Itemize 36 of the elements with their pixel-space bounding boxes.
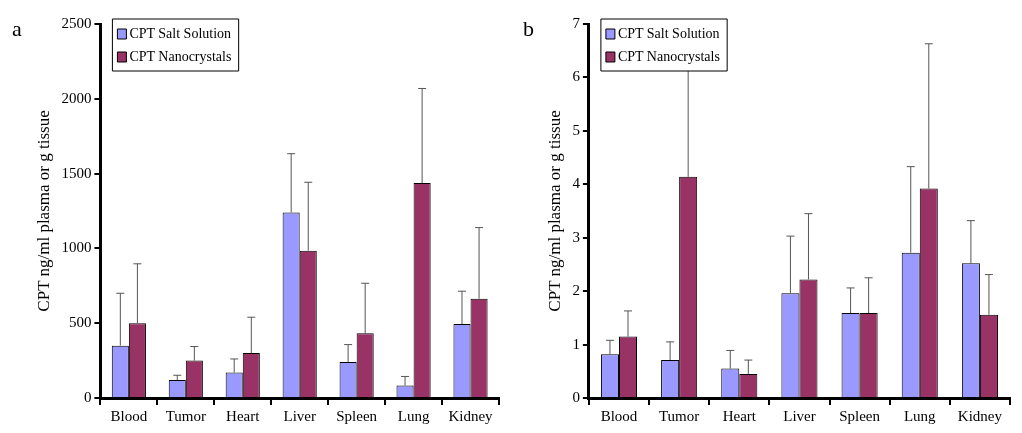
x-tick-label: Liver <box>283 407 316 424</box>
y-tick-label: 500 <box>68 314 92 331</box>
x-tick-label: Kidney <box>957 407 1003 424</box>
y-tick-label: 1 <box>572 335 580 352</box>
legend-label: CPT Nanocrystals <box>129 48 232 64</box>
legend-label: CPT Nanocrystals <box>617 48 720 64</box>
y-tick-label: 7 <box>572 14 581 31</box>
y-tick-label: 2 <box>572 282 580 299</box>
x-tick-label: Spleen <box>839 407 881 424</box>
x-tick-label: Liver <box>783 407 816 424</box>
y-tick-label: 2000 <box>61 89 92 106</box>
x-tick-label: Lung <box>397 407 430 424</box>
x-tick-label: Tumor <box>165 407 206 424</box>
y-tick-label: 0 <box>572 388 580 405</box>
y-axis-title: CPT ng/ml plasma or g tissue <box>33 110 53 312</box>
y-tick-label: 0 <box>83 388 92 405</box>
legend-label: CPT Salt Solution <box>129 25 232 41</box>
y-tick-label: 5 <box>572 121 580 138</box>
x-tick-label: Blood <box>110 407 148 424</box>
x-tick-label: Kidney <box>448 407 494 424</box>
chart-title: b <box>523 15 534 41</box>
y-axis-title: CPT ng/ml plasma or g tissue <box>544 110 564 312</box>
x-tick-label: Heart <box>226 407 261 424</box>
x-tick-label: Lung <box>903 407 937 424</box>
y-tick-label: 1500 <box>61 164 92 181</box>
x-tick-label: Spleen <box>336 407 378 424</box>
y-tick-label: 2500 <box>61 14 92 31</box>
y-tick-label: 4 <box>572 175 581 192</box>
y-tick-label: 6 <box>572 68 581 85</box>
chart-title: a <box>12 15 22 41</box>
y-tick-label: 1000 <box>61 239 92 256</box>
x-tick-label: Heart <box>722 407 757 424</box>
y-tick-label: 3 <box>572 228 580 245</box>
x-tick-label: Blood <box>600 407 638 424</box>
x-tick-label: Tumor <box>658 407 700 424</box>
legend-label: CPT Salt Solution <box>617 25 720 41</box>
